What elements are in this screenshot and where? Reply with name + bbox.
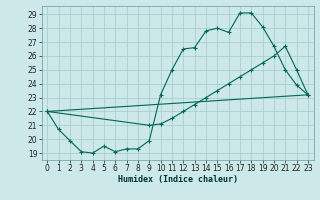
X-axis label: Humidex (Indice chaleur): Humidex (Indice chaleur): [118, 175, 237, 184]
